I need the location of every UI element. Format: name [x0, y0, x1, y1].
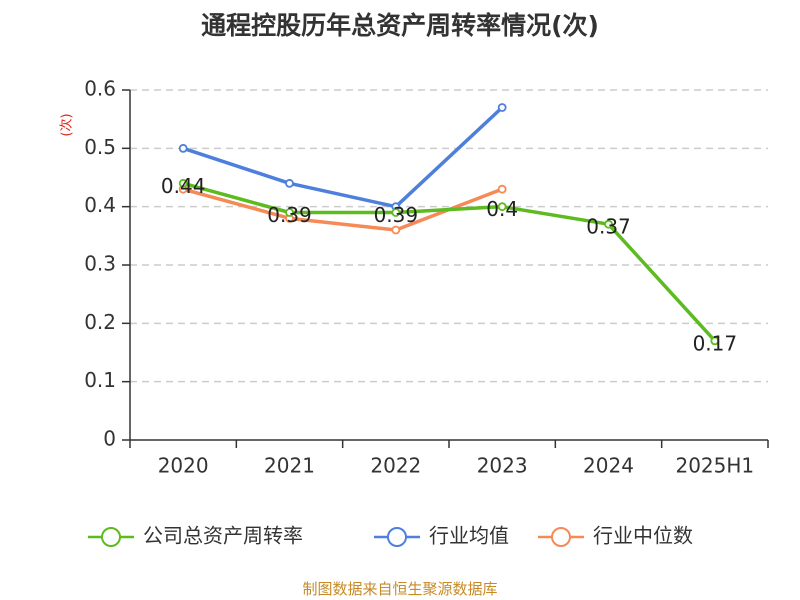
data-point[interactable] [604, 219, 613, 229]
data-point[interactable] [178, 178, 188, 188]
data-point[interactable] [285, 208, 294, 217]
x-tick-label: 2025H1 [675, 454, 754, 478]
x-tick-label: 2022 [370, 454, 421, 478]
legend-item[interactable]: 行业中位数 [538, 524, 693, 548]
legend-label: 行业均值 [429, 524, 509, 548]
y-axis-label: (次) [59, 113, 75, 136]
y-tick-label: 0.5 [84, 135, 116, 159]
chart-title: 通程控股历年总资产周转率情况(次) [201, 11, 599, 40]
x-tick-label: 2023 [477, 454, 528, 478]
data-point[interactable] [391, 208, 401, 217]
data-point[interactable] [497, 202, 507, 212]
y-tick-label: 0.6 [84, 77, 116, 101]
data-label: 0.44 [161, 174, 206, 198]
x-tick-label: 2024 [583, 454, 634, 478]
data-point[interactable] [497, 103, 507, 112]
data-label: 0.17 [693, 331, 738, 355]
data-label: 0.39 [374, 203, 419, 227]
data-point[interactable] [285, 178, 294, 188]
data-point[interactable] [497, 184, 507, 194]
series-lines [178, 103, 720, 346]
y-tick-label: 0.2 [84, 310, 116, 334]
legend-marker-icon [387, 527, 407, 547]
series-1 [178, 103, 507, 212]
legend-item[interactable]: 行业均值 [374, 524, 509, 548]
data-labels: 0.44 0.39 0.39 0.4 0.37 0.17 [161, 174, 737, 356]
y-tick-label: 0.4 [84, 193, 116, 217]
legend[interactable]: 公司总资产周转率 行业均值 行业中位数 [88, 524, 693, 548]
data-point[interactable] [391, 225, 401, 235]
legend-marker-icon [551, 527, 571, 547]
grid-lines [130, 89, 768, 383]
data-point[interactable] [710, 336, 720, 346]
series-line [181, 105, 504, 209]
data-point[interactable] [178, 143, 188, 153]
legend-label: 行业中位数 [593, 524, 693, 548]
y-tick-label: 0.1 [84, 368, 116, 392]
x-tick-label: 2021 [264, 454, 315, 478]
legend-label: 公司总资产周转率 [143, 524, 303, 548]
y-tick-label: 0 [103, 427, 116, 451]
data-label: 0.39 [267, 203, 312, 227]
data-label: 0.37 [586, 215, 631, 239]
series-0 [178, 178, 720, 346]
legend-item[interactable]: 公司总资产周转率 [88, 524, 303, 548]
y-tick-label: 0.3 [84, 252, 116, 276]
data-label: 0.4 [486, 197, 518, 221]
source-note: 制图数据来自恒生聚源数据库 [302, 580, 497, 598]
x-tick-label: 2020 [158, 454, 209, 478]
legend-marker-icon [101, 527, 121, 547]
series-line [181, 181, 717, 343]
axes: 0 0.1 0.2 0.3 0.4 0.5 0.6 2020 2021 2022 2023 2024 2… [84, 77, 769, 478]
